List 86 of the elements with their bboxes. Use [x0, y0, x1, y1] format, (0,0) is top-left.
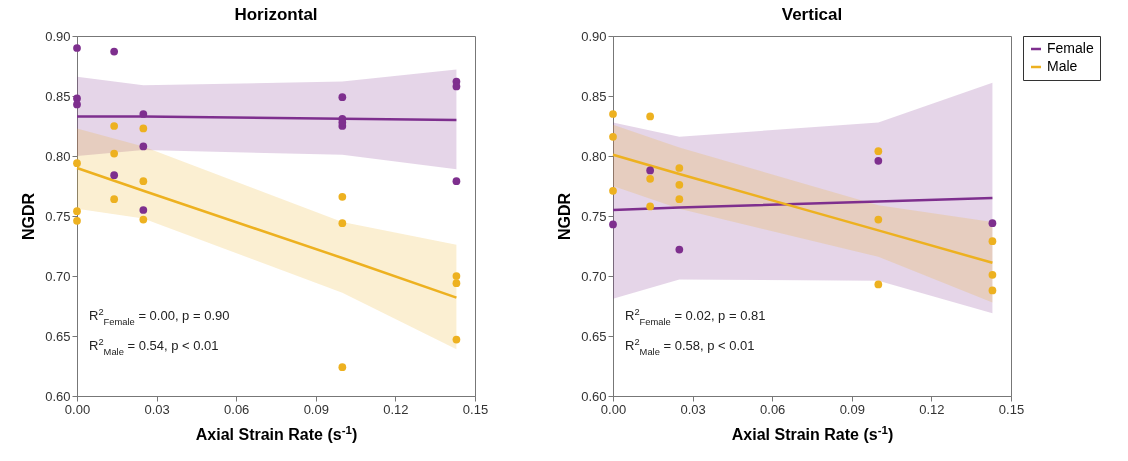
point	[874, 215, 883, 224]
point	[110, 195, 119, 204]
point	[675, 164, 684, 172]
y-tick-label: 0.65	[581, 328, 607, 344]
line-series	[611, 196, 994, 212]
point	[73, 44, 81, 52]
x-tick-label: 0.06	[760, 401, 786, 417]
point	[110, 171, 119, 180]
point	[646, 174, 655, 183]
y-axis-title: NGDR	[556, 192, 574, 241]
point	[338, 219, 347, 228]
point	[609, 220, 617, 229]
annotation: R$^{2}$$_{Male}$ = 0.54, p < 0.01	[89, 337, 219, 357]
x-tick-label: 0.00	[600, 401, 627, 417]
point	[110, 47, 119, 56]
x-tick-label: 0.00	[64, 401, 91, 417]
x-tick-label: 0.03	[680, 401, 706, 417]
x-tick-label: 0.15	[998, 401, 1025, 417]
point	[139, 110, 148, 118]
x-axis-title: Axial Strain Rate (s$^{-1}$)	[731, 423, 894, 443]
point	[874, 280, 883, 289]
x-tick-label: 0.06	[224, 401, 250, 417]
point	[139, 124, 148, 133]
point	[988, 219, 997, 228]
annotation: R$^{2}$$_{Female}$ = 0.02, p = 0.81	[625, 307, 766, 327]
point	[675, 245, 684, 254]
point	[338, 93, 347, 102]
y-tick-label: 0.85	[45, 88, 71, 104]
point	[73, 100, 81, 109]
y-tick-label: 0.60	[581, 388, 607, 404]
point	[452, 82, 461, 91]
y-tick-label: 0.90	[45, 28, 71, 44]
y-tick-label: 0.75	[45, 208, 71, 224]
x-tick-label: 0.09	[303, 401, 329, 417]
point	[338, 363, 347, 372]
x-tick-label: 0.12	[919, 401, 945, 417]
point	[675, 180, 684, 189]
y-tick-label: 0.80	[45, 148, 71, 164]
legend-label: Male	[1047, 58, 1078, 74]
point	[139, 177, 148, 186]
x-tick-label: 0.12	[383, 401, 409, 417]
point	[73, 159, 81, 168]
point	[609, 132, 617, 141]
legend-label: Female	[1047, 40, 1094, 56]
point	[988, 270, 997, 279]
chart-title: Horizontal	[234, 5, 318, 24]
point	[73, 94, 81, 103]
point	[73, 216, 81, 225]
point	[73, 207, 81, 216]
y-axis-title: NGDR	[20, 192, 38, 241]
point	[452, 335, 461, 344]
point	[110, 149, 119, 158]
point	[452, 272, 461, 280]
point	[609, 186, 617, 195]
annotation: R$^{2}$$_{Female}$ = 0.00, p = 0.90	[89, 307, 230, 327]
point	[646, 202, 655, 211]
point	[338, 192, 347, 201]
x-tick-label: 0.03	[144, 401, 170, 417]
y-tick-label: 0.70	[581, 268, 607, 284]
y-tick-label: 0.85	[581, 88, 607, 104]
point	[452, 177, 461, 186]
point	[110, 122, 119, 130]
point	[874, 147, 883, 156]
point	[139, 142, 148, 151]
point	[139, 206, 148, 214]
line-series	[611, 153, 994, 265]
y-tick-label: 0.75	[581, 208, 607, 224]
y-tick-label: 0.60	[45, 388, 71, 404]
y-tick-label: 0.80	[581, 148, 607, 164]
point	[609, 110, 617, 118]
chart-title: Vertical	[781, 5, 843, 24]
point	[988, 286, 997, 295]
point	[452, 279, 461, 288]
point	[874, 156, 883, 165]
x-tick-label: 0.09	[839, 401, 865, 417]
point	[646, 112, 655, 121]
annotation: R$^{2}$$_{Male}$ = 0.58, p < 0.01	[625, 337, 755, 357]
x-axis-title: Axial Strain Rate (s$^{-1}$)	[195, 423, 358, 443]
x-tick-label: 0.15	[462, 401, 489, 417]
y-tick-label: 0.70	[45, 268, 71, 284]
y-tick-label: 0.65	[45, 328, 71, 344]
point	[988, 237, 997, 246]
point	[139, 215, 148, 224]
point	[675, 195, 684, 204]
y-tick-label: 0.90	[581, 28, 607, 44]
point	[646, 166, 655, 175]
